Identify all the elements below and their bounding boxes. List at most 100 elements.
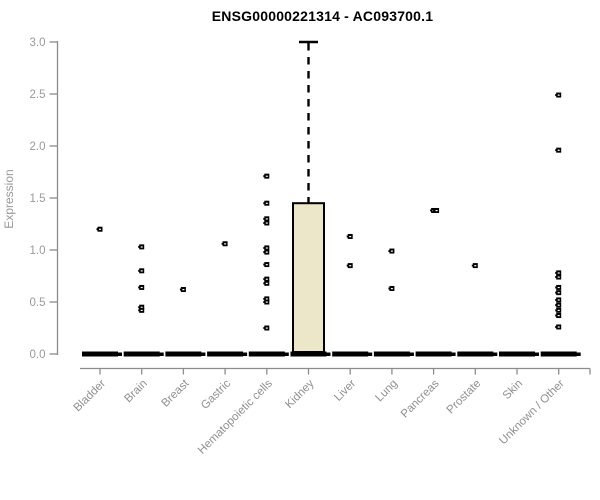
- y-tick-label: 2.5: [30, 89, 46, 101]
- zero-bar-notch: [158, 352, 164, 356]
- data-point-center: [557, 286, 560, 289]
- data-point-tick: [346, 264, 349, 267]
- zero-bar-notch: [534, 352, 539, 356]
- zero-bar-notch: [283, 352, 289, 356]
- data-point-tick: [138, 245, 140, 248]
- data-point-center: [140, 270, 143, 272]
- data-point-tick: [346, 235, 349, 238]
- zero-bar-notch: [492, 352, 498, 356]
- data-point-tick: [471, 264, 474, 267]
- y-tick-label: 0.5: [30, 297, 46, 309]
- x-category-label: Gastric: [199, 377, 233, 411]
- data-point-center: [265, 247, 268, 249]
- zero-bar-notch: [242, 352, 248, 356]
- x-category-label: Skin: [501, 378, 525, 402]
- zero-median-bar: [290, 351, 327, 357]
- data-point-tick: [138, 286, 140, 289]
- data-point-center: [557, 309, 560, 312]
- data-point-tick: [388, 250, 390, 253]
- zero-bar-notch: [200, 352, 206, 356]
- data-point-tick: [555, 276, 557, 279]
- data-point-center: [557, 94, 560, 96]
- zero-median-bar: [415, 351, 452, 357]
- zero-median-bar: [123, 351, 160, 357]
- data-point-tick: [138, 309, 140, 312]
- data-point-center: [349, 265, 352, 267]
- x-category-label: Kidney: [283, 377, 317, 411]
- x-category-label: Breast: [160, 377, 193, 410]
- zero-bar-notch: [450, 352, 456, 356]
- data-point-center: [265, 175, 268, 177]
- chart-title: ENSG00000221314 - AC093700.1: [211, 8, 434, 24]
- data-point-tick: [96, 228, 98, 231]
- data-point-center: [265, 327, 268, 329]
- zero-median-bar: [165, 351, 202, 357]
- zero-median-bar: [373, 351, 410, 357]
- data-point-center: [140, 306, 143, 308]
- zero-bar-notch: [408, 352, 414, 356]
- data-point-center: [349, 235, 352, 238]
- data-point-tick: [263, 301, 265, 303]
- data-point-center: [140, 286, 143, 289]
- x-category-label: Liver: [332, 378, 358, 404]
- data-point-tick: [263, 202, 265, 205]
- data-point-tick: [555, 94, 557, 97]
- data-point-tick: [555, 314, 557, 317]
- y-tick-label: 3.0: [30, 37, 46, 49]
- data-point-tick: [555, 325, 557, 328]
- data-point-tick: [263, 217, 265, 220]
- data-point-center: [182, 289, 185, 291]
- zero-median-bar: [540, 351, 577, 357]
- data-point-center: [557, 149, 560, 151]
- y-tick-label: 1.5: [30, 193, 46, 205]
- data-point-tick: [138, 306, 140, 309]
- data-point-tick: [430, 209, 432, 212]
- zero-median-bar: [332, 351, 369, 357]
- data-point-tick: [263, 175, 265, 178]
- x-category-label: Bladder: [72, 378, 109, 415]
- data-point-center: [557, 276, 560, 278]
- zero-bar-notch: [325, 352, 331, 356]
- data-point-center: [265, 202, 268, 204]
- data-point-tick: [138, 269, 140, 272]
- data-point-center: [474, 265, 477, 267]
- zero-median-bar: [499, 351, 535, 357]
- data-point-tick: [555, 298, 557, 301]
- data-point-tick: [555, 271, 557, 274]
- data-point-tick: [555, 304, 557, 307]
- data-point-center: [557, 292, 560, 294]
- zero-bar-notch: [575, 352, 581, 356]
- data-point-center: [140, 309, 143, 312]
- data-point-tick: [555, 291, 557, 294]
- x-category-label: Prostate: [445, 378, 484, 417]
- data-point-tick: [263, 278, 265, 281]
- x-category-label: Brain: [122, 378, 149, 405]
- zero-bar-notch: [117, 352, 122, 356]
- data-point-tick: [388, 287, 390, 290]
- data-point-tick: [263, 251, 265, 254]
- data-point-tick: [263, 221, 265, 224]
- data-point-center: [557, 315, 560, 317]
- data-point-center: [99, 228, 101, 230]
- data-point-tick: [555, 286, 557, 289]
- data-point-center: [224, 243, 227, 245]
- data-point-center: [140, 246, 143, 248]
- data-point-center: [390, 250, 393, 252]
- data-point-tick: [263, 327, 265, 329]
- data-point-center: [265, 282, 268, 284]
- x-category-label: Hematopoietic cells: [196, 377, 275, 456]
- zero-median-bar: [207, 351, 244, 357]
- data-point-tick: [555, 149, 557, 152]
- y-tick-label: 2.0: [30, 141, 46, 153]
- data-point-tick: [221, 242, 224, 245]
- y-tick-label: 0.0: [30, 349, 46, 361]
- data-point-center: [265, 218, 268, 220]
- data-point-center: [265, 222, 268, 224]
- x-category-label: Lung: [373, 378, 400, 405]
- data-point-tick: [263, 263, 265, 266]
- zero-median-bar: [82, 351, 118, 357]
- data-point-center: [557, 272, 560, 274]
- data-point-center: [265, 298, 268, 300]
